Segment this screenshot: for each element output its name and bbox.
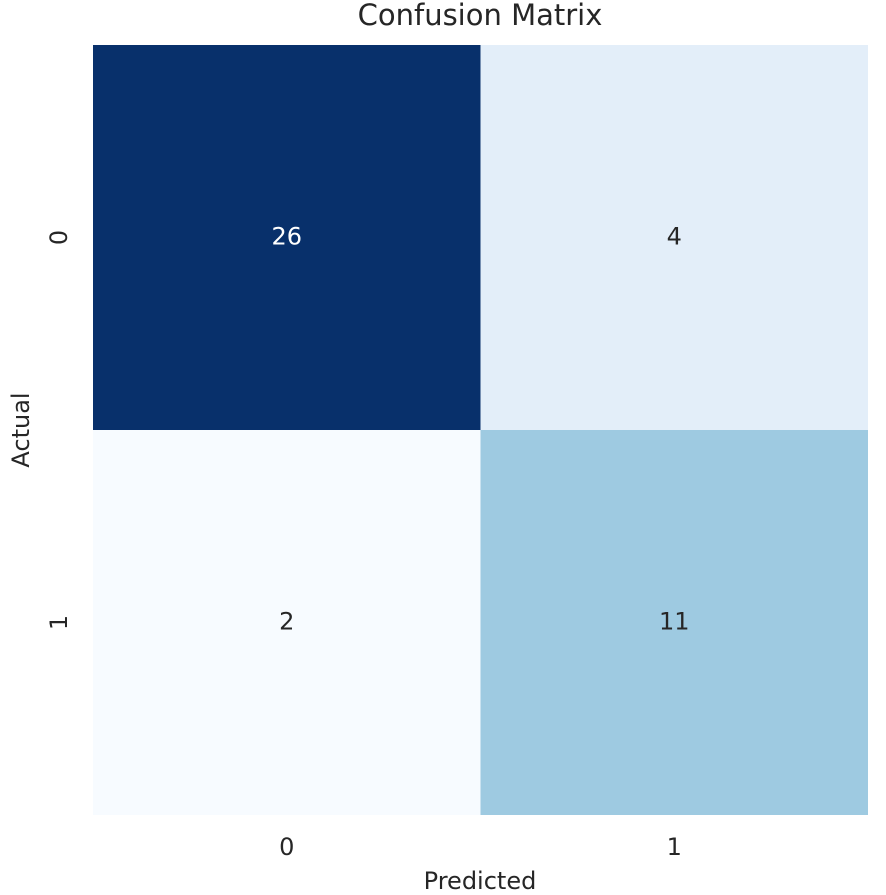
heatmap-cell xyxy=(480,430,868,815)
y-tick-label: 0 xyxy=(45,230,73,245)
cell-label: 2 xyxy=(279,608,294,636)
x-axis-label: Predicted xyxy=(424,867,537,895)
heatmap-cell xyxy=(93,45,481,430)
x-tick-label: 1 xyxy=(667,833,682,861)
cell-label: 4 xyxy=(667,223,682,251)
x-tick-label: 0 xyxy=(279,833,294,861)
heatmap-cell xyxy=(480,45,868,430)
y-axis-label: Actual xyxy=(7,392,35,467)
y-tick-label: 1 xyxy=(45,615,73,630)
chart-title: Confusion Matrix xyxy=(358,0,603,32)
cell-label: 26 xyxy=(271,223,302,251)
cell-label: 11 xyxy=(659,608,690,636)
heatmap-cell xyxy=(93,430,481,815)
